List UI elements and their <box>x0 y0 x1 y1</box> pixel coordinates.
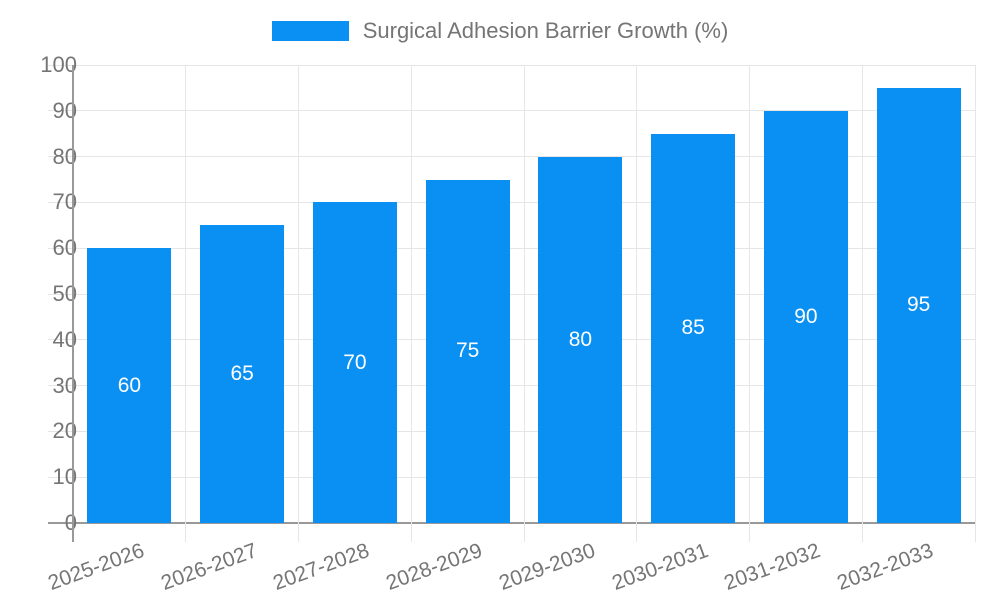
bar-value-label: 70 <box>343 350 367 374</box>
x-tick-label: 2025-2026 <box>44 539 148 595</box>
gridline <box>410 65 412 542</box>
bar <box>312 202 397 523</box>
gridline <box>48 293 975 295</box>
legend-item[interactable]: Surgical Adhesion Barrier Growth (%) <box>271 18 729 44</box>
bar <box>425 179 510 523</box>
x-tick-label: 2027-2028 <box>270 539 373 595</box>
bar <box>87 248 172 523</box>
x-axis-line <box>48 522 975 524</box>
bar <box>763 110 848 523</box>
gridline <box>749 65 750 542</box>
legend-swatch-icon <box>271 21 349 41</box>
gridline <box>185 65 187 542</box>
y-tick-label: 30 <box>52 372 77 398</box>
y-axis-line <box>72 65 74 542</box>
gridline <box>48 64 975 66</box>
bar-value-label: 75 <box>455 339 480 363</box>
gridline <box>636 65 638 542</box>
x-tick-label: 2032-2033 <box>834 539 937 595</box>
x-tick-label: 2028-2029 <box>383 539 486 595</box>
gridline <box>523 65 525 542</box>
y-tick-label: 100 <box>40 52 77 77</box>
y-tick-label: 10 <box>52 464 77 490</box>
bar-value-label: 60 <box>117 373 142 397</box>
y-tick-label: 70 <box>52 189 77 215</box>
gridline <box>48 430 975 432</box>
gridline <box>48 339 975 341</box>
gridline <box>48 476 975 478</box>
bar-value-label: 95 <box>906 293 931 317</box>
x-tick-label: 2031-2032 <box>721 539 824 595</box>
chart-legend: Surgical Adhesion Barrier Growth (%) <box>0 18 1000 44</box>
bar-value-label: 65 <box>230 362 254 386</box>
x-tick-label: 2029-2030 <box>495 539 599 595</box>
y-tick-label: 80 <box>52 143 77 169</box>
x-tick-label: 2030-2031 <box>608 539 711 595</box>
bar <box>200 225 285 523</box>
bar <box>651 133 736 523</box>
bar <box>538 156 623 523</box>
gridline <box>48 156 975 158</box>
bar-value-label: 80 <box>568 327 593 351</box>
plot-area: 0 10 20 30 40 50 60 70 80 90 100 60 2025-2026 65 2026-… <box>40 52 976 595</box>
y-tick-label: 20 <box>52 418 77 444</box>
y-tick-label: 60 <box>52 235 77 261</box>
gridline <box>48 247 975 249</box>
y-tick-label: 90 <box>52 97 77 123</box>
legend-series-label: Surgical Adhesion Barrier Growth (%) <box>362 18 729 43</box>
gridline <box>48 385 975 387</box>
gridline <box>48 110 975 112</box>
gridline <box>298 65 299 542</box>
bar-value-label: 90 <box>794 304 818 328</box>
y-tick-label: 50 <box>52 281 77 306</box>
y-tick-label: 0 <box>64 510 77 535</box>
y-tick-label: 40 <box>52 326 77 352</box>
gridline <box>861 65 863 542</box>
bar-value-label: 85 <box>681 316 705 340</box>
gridline <box>48 201 975 203</box>
bar <box>876 87 961 523</box>
x-tick-label: 2026-2027 <box>157 539 260 595</box>
gridline <box>974 65 976 542</box>
